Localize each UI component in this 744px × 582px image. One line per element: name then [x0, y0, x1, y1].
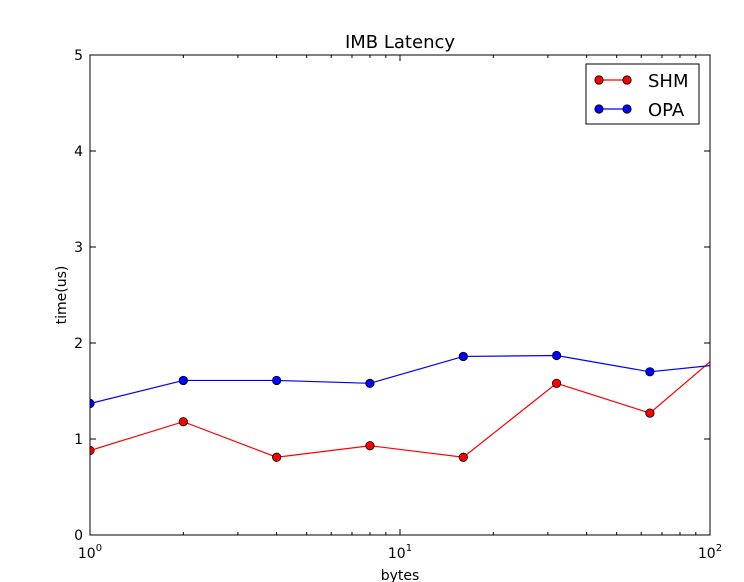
legend-label-shm: SHM	[648, 71, 689, 92]
legend-marker-opa	[594, 104, 604, 114]
data-point-shm	[178, 417, 188, 427]
data-point-opa	[739, 358, 744, 366]
legend: SHM OPA	[585, 63, 700, 125]
data-point-shm	[551, 378, 562, 388]
legend-marker-shm	[622, 75, 632, 85]
data-point-opa	[645, 367, 655, 377]
legend-label-opa: OPA	[648, 100, 685, 121]
x-axis-label: bytes	[381, 568, 420, 582]
series-layer	[90, 329, 744, 462]
legend-marker-opa	[622, 104, 632, 114]
tick-labels: 100 101 102 0 1 2 3 4 5	[74, 48, 722, 562]
data-point-shm	[645, 408, 655, 418]
y-tick-label: 4	[74, 144, 83, 160]
data-point-opa	[178, 375, 188, 386]
data-point-shm	[272, 452, 282, 462]
y-tick-label: 1	[74, 432, 83, 448]
y-tick-label: 2	[74, 336, 83, 352]
y-tick-label: 0	[74, 528, 83, 544]
data-point-shm	[739, 329, 744, 337]
x-tick-label: 102	[698, 543, 722, 562]
y-axis-label: time(us)	[54, 266, 70, 325]
x-tick-label: 101	[388, 543, 412, 562]
series-line-opa	[90, 354, 710, 405]
data-point-opa	[458, 351, 468, 362]
y-tick-label: 3	[74, 240, 83, 256]
plot-frame	[89, 54, 711, 536]
data-point-shm	[365, 441, 375, 451]
y-tick-label: 5	[74, 48, 83, 64]
x-tick-label: 100	[78, 543, 102, 562]
legend-marker-shm	[594, 75, 604, 85]
data-point-opa	[551, 350, 562, 361]
data-point-opa	[365, 378, 375, 388]
series-line-shm	[90, 360, 710, 458]
legend-box	[585, 63, 700, 125]
plot-area	[90, 55, 710, 535]
data-point-opa	[272, 375, 282, 386]
data-point-shm	[458, 452, 468, 462]
chart-title: IMB Latency	[345, 32, 455, 53]
